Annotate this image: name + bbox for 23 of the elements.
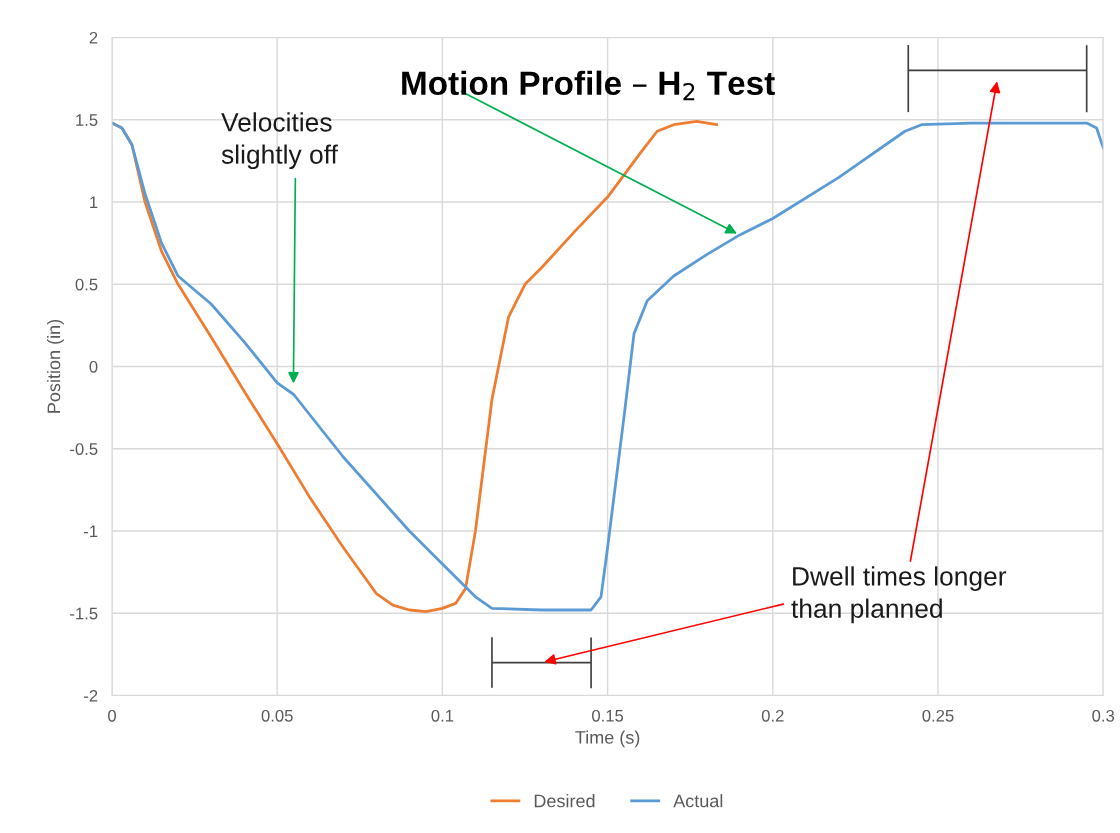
legend-label: Desired [534,794,595,808]
y-axis-title: Position (in) [47,319,64,413]
x-tick-label: 0.25 [922,709,954,722]
y-tick-label: -1 [84,525,98,538]
y-tick-label: 0.5 [75,278,98,291]
x-axis-title: Time (s) [575,730,640,748]
y-tick-label: 1.5 [76,114,98,126]
y-tick-label: 0 [89,360,98,373]
y-tick-label: -1.5 [70,607,98,620]
x-tick-label: 0.3 [1092,709,1115,722]
y-tick-label: 1 [90,196,98,209]
x-tick-label: 0.1 [431,709,454,722]
x-tick-label: 0.05 [261,709,293,722]
x-tick-label: 0.15 [592,709,624,722]
y-tick-label: -0.5 [70,443,98,455]
x-tick-label: 0.2 [761,709,784,722]
x-tick-label: 0 [108,709,116,722]
legend-label: Actual [673,794,723,808]
y-tick-label: 2 [89,31,98,44]
text: Motion Profile – H$_{2}$ Test [402,70,775,101]
annotation: Dwell times longer than planned [791,566,1007,624]
y-tick-label: -2 [84,689,98,702]
annotation: Velocities slightly off [221,112,338,170]
